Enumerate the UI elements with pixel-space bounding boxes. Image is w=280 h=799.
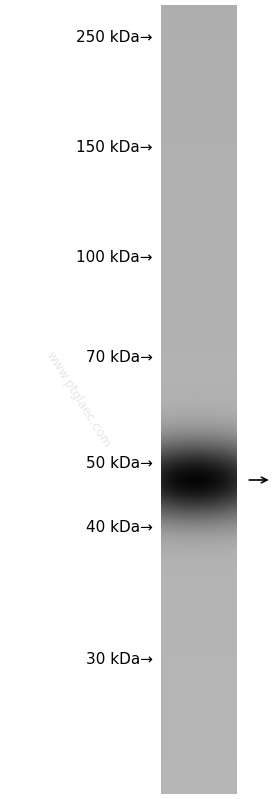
Text: www.ptglaec.com: www.ptglaec.com — [43, 349, 113, 450]
Text: 100 kDa→: 100 kDa→ — [76, 251, 153, 265]
Text: 150 kDa→: 150 kDa→ — [76, 141, 153, 156]
Text: 30 kDa→: 30 kDa→ — [86, 653, 153, 667]
Text: 70 kDa→: 70 kDa→ — [86, 351, 153, 365]
Text: 40 kDa→: 40 kDa→ — [86, 519, 153, 535]
Text: 50 kDa→: 50 kDa→ — [86, 455, 153, 471]
Text: 250 kDa→: 250 kDa→ — [76, 30, 153, 46]
